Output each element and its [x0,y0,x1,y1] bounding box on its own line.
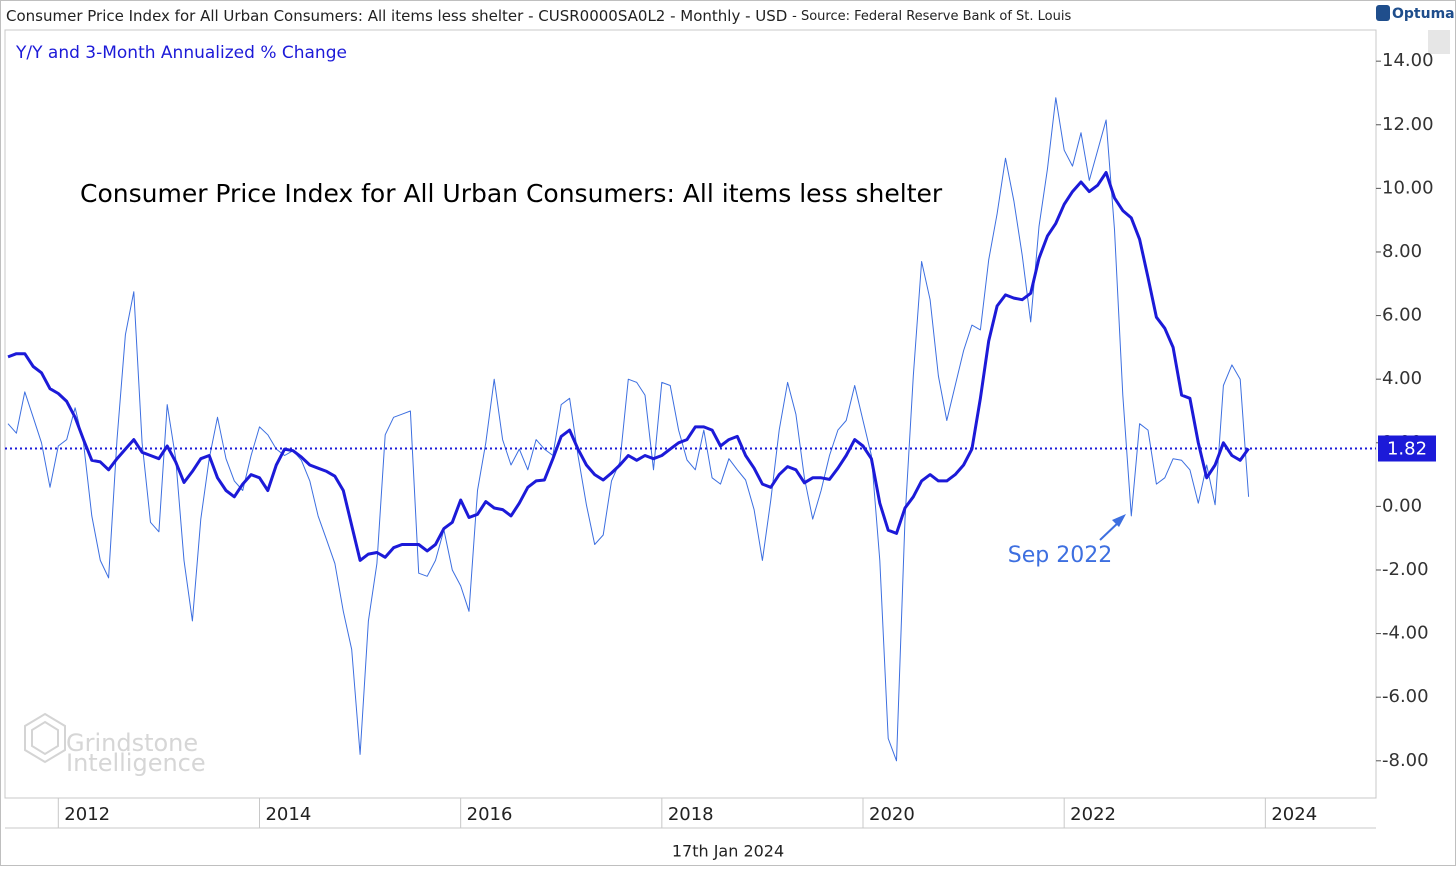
header-title-text: Consumer Price Index for All Urban Consu… [6,7,787,25]
y-tick-label: 10.00 [1382,177,1434,198]
watermark: Intelligence [66,749,206,777]
header-source: - Source: Federal Reserve Bank of St. Lo… [792,9,1071,24]
y-tick-label: 0.00 [1382,495,1422,516]
y-tick-label: 6.00 [1382,305,1422,326]
annotation-arrowhead [1112,514,1126,527]
y-tick-label: 8.00 [1382,241,1422,262]
y-tick-label: 4.00 [1382,368,1422,389]
last-value-box [1378,435,1436,462]
x-tick-label: 2024 [1271,804,1317,825]
last-value-label: 1.82 [1387,439,1427,460]
header-title: Consumer Price Index for All Urban Consu… [6,7,1071,25]
watermark-logo [24,712,66,764]
x-tick-label: 2022 [1070,804,1116,825]
series-line [7,97,1250,762]
y-tick-label: -8.00 [1382,750,1429,771]
logo: Optuma [1392,6,1455,22]
x-tick-label: 2020 [869,804,915,825]
y-tick-label: 14.00 [1382,50,1434,71]
y-tick-label: -6.00 [1382,686,1429,707]
footer-date: 17th Jan 2024 [672,842,784,861]
series-line [7,171,1250,562]
y-tick-label: 12.00 [1382,114,1434,135]
x-tick-label: 2018 [668,804,714,825]
logo-icon [1376,5,1390,21]
y-tick-label: -4.00 [1382,623,1429,644]
lock-icon [1428,30,1450,54]
x-tick-label: 2012 [64,804,110,825]
x-tick-label: 2014 [265,804,311,825]
chart-subtitle: Y/Y and 3-Month Annualized % Change [15,43,347,63]
plot-border [4,29,1377,799]
y-tick-label: -2.00 [1382,559,1429,580]
chart-title: Consumer Price Index for All Urban Consu… [80,179,943,208]
annotation: Sep 2022 [1008,543,1112,568]
watermark: Grindstone [66,729,198,757]
x-tick-label: 2016 [467,804,513,825]
